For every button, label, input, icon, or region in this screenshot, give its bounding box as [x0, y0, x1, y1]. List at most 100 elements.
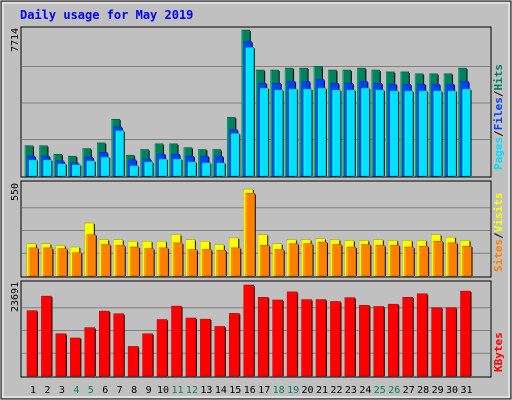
bar-sites-day23 — [346, 246, 357, 277]
bar-sites-day19-body — [288, 243, 299, 277]
bar-pages-day15-body — [231, 133, 240, 177]
bar-pages-day18 — [274, 89, 284, 177]
bar-sites-day28-body — [418, 245, 429, 277]
bar-kbytes-day11-body — [171, 305, 182, 377]
bar-kbytes-day21 — [315, 299, 327, 377]
bar-sites-day12 — [187, 249, 198, 277]
bar-sites-day29 — [433, 241, 444, 277]
x-tick-label: 6 — [102, 385, 108, 396]
legend-kbytes: KBytes — [492, 332, 505, 372]
bar-pages-day11-body — [173, 158, 182, 177]
bar-kbytes-day29-body — [431, 307, 442, 377]
bar-sites-day30 — [447, 242, 459, 277]
bar-kbytes-day31-body — [460, 290, 471, 377]
bar-pages-day17-body — [259, 87, 269, 177]
bar-sites-day10 — [158, 247, 170, 277]
bar-pages-day4-body — [72, 164, 81, 177]
bar-pages-day17 — [259, 87, 270, 177]
bar-kbytes-day22 — [330, 301, 342, 377]
bar-sites-day26 — [390, 245, 401, 277]
bar-sites-day18 — [274, 249, 285, 277]
bar-sites-day16 — [245, 193, 256, 277]
y-max-label-bottom: 23691 — [10, 282, 21, 312]
bar-sites-day24 — [361, 244, 372, 277]
bar-pages-day3-body — [57, 163, 67, 177]
bar-pages-day23 — [346, 89, 356, 177]
x-tick-label: 11 — [171, 385, 183, 396]
bar-pages-day22 — [332, 89, 342, 177]
bar-kbytes-day24 — [359, 305, 371, 377]
bar-kbytes-day24-body — [359, 305, 370, 377]
bar-kbytes-day14-body — [214, 326, 226, 377]
bar-kbytes-day31 — [460, 290, 472, 377]
bar-kbytes-day3 — [55, 333, 67, 377]
bar-sites-day3 — [57, 248, 68, 277]
bar-sites-day4-body — [72, 252, 82, 277]
bar-kbytes-day6 — [99, 310, 111, 377]
bar-kbytes-day20 — [301, 299, 313, 377]
bar-sites-day10-body — [158, 247, 169, 277]
bar-kbytes-day19-body — [286, 291, 298, 377]
bar-kbytes-day26 — [388, 303, 400, 377]
x-tick-label: 29 — [432, 385, 444, 396]
bar-sites-day30-body — [447, 242, 458, 277]
bar-pages-day6 — [101, 156, 111, 177]
bar-sites-day13 — [202, 249, 213, 277]
bar-sites-day9 — [144, 248, 155, 277]
x-tick-label: 16 — [244, 385, 256, 396]
bar-sites-day18-body — [274, 249, 284, 277]
bar-pages-day16 — [245, 47, 255, 177]
bar-kbytes-day9-body — [142, 333, 153, 377]
legend-pages: Pages — [492, 137, 505, 170]
legend-separator: / — [492, 90, 505, 97]
bar-kbytes-day7 — [113, 313, 125, 377]
bar-kbytes-day23 — [344, 297, 356, 377]
bar-sites-day7 — [115, 245, 126, 277]
bar-pages-day20 — [303, 88, 313, 177]
bar-kbytes-day10-body — [156, 319, 168, 377]
bar-sites-day25-body — [375, 245, 386, 277]
bar-pages-day18-body — [274, 89, 283, 177]
bar-sites-day22 — [332, 244, 343, 277]
bar-sites-day7-body — [115, 245, 125, 277]
bar-pages-day10 — [158, 158, 169, 177]
bar-kbytes-day9 — [142, 333, 154, 377]
bar-kbytes-day17-body — [257, 297, 269, 377]
bar-pages-day23-body — [346, 89, 356, 177]
bar-pages-day21-body — [317, 87, 327, 177]
bar-pages-day29 — [433, 90, 443, 177]
bar-kbytes-day26-body — [388, 303, 399, 377]
bar-kbytes-day15-body — [229, 313, 240, 377]
bar-kbytes-day27 — [402, 297, 414, 377]
x-tick-label: 3 — [59, 385, 65, 396]
bar-sites-day31 — [462, 245, 473, 277]
y-max-label-top: 7714 — [10, 28, 21, 52]
bar-pages-day25 — [375, 89, 385, 177]
bar-sites-day15 — [231, 247, 242, 277]
bar-kbytes-day7-body — [113, 313, 124, 377]
bar-pages-day9-body — [144, 161, 153, 177]
legend-separator: / — [492, 130, 505, 137]
legend-files: Files — [492, 97, 505, 130]
legend-hits: Hits — [492, 64, 505, 91]
x-tick-label: 19 — [287, 385, 299, 396]
legend-bottom: KBytes — [492, 332, 505, 372]
x-tick-label: 30 — [446, 385, 458, 396]
bar-sites-day3-body — [57, 248, 68, 277]
bar-pages-day2 — [43, 159, 53, 177]
bar-pages-day25-body — [375, 89, 385, 177]
y-max-label-middle: 550 — [10, 183, 21, 201]
bar-kbytes-day10 — [156, 319, 169, 377]
bar-kbytes-day29 — [431, 307, 443, 377]
bar-kbytes-day5-body — [84, 327, 96, 377]
bar-kbytes-day14 — [214, 326, 226, 377]
bar-sites-day21 — [317, 241, 328, 277]
bar-pages-day21 — [317, 87, 327, 177]
bar-sites-day22-body — [332, 244, 342, 277]
bar-sites-day19 — [288, 243, 300, 277]
bar-sites-day16-body — [245, 193, 255, 277]
bar-pages-day8 — [129, 165, 140, 177]
bar-sites-day11 — [173, 242, 184, 277]
bar-pages-day26 — [390, 90, 400, 177]
bar-sites-day11-body — [173, 242, 183, 277]
